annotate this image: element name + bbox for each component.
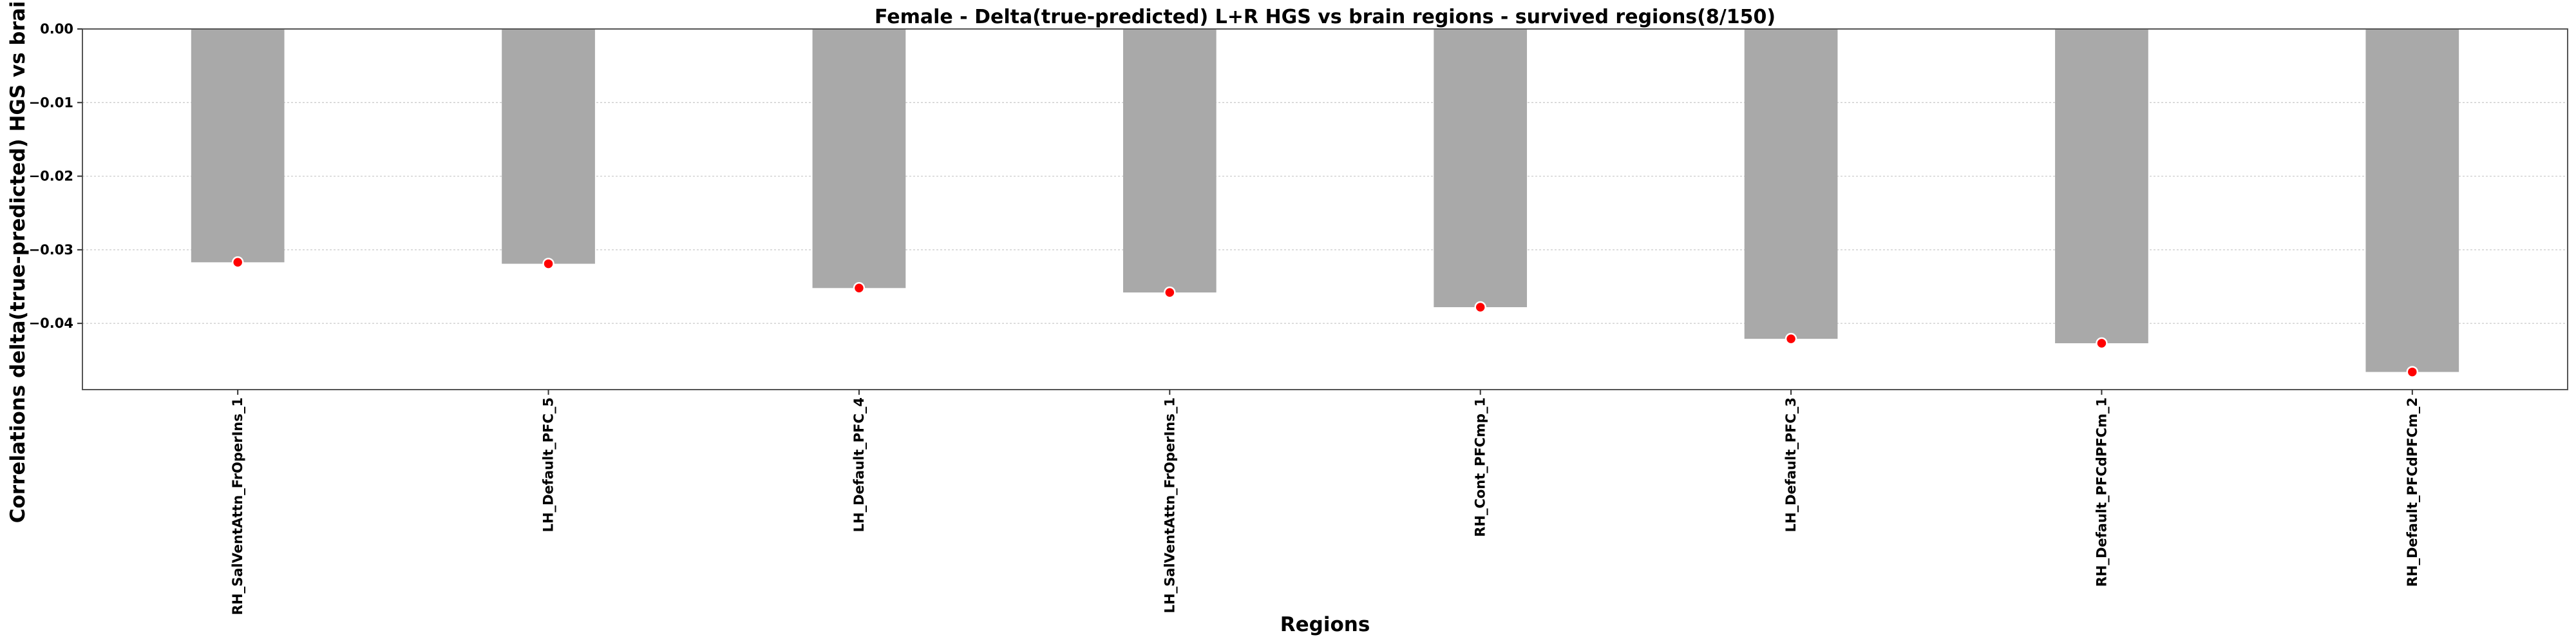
y-tick-label: −0.01 xyxy=(29,95,73,110)
value-marker xyxy=(853,282,866,294)
y-tick-label: −0.03 xyxy=(29,242,73,258)
x-tick-label: RH_Cont_PFCmp_1 xyxy=(1473,397,1488,537)
bars xyxy=(191,29,2459,372)
value-marker xyxy=(2406,366,2419,378)
value-marker xyxy=(231,256,244,269)
bar xyxy=(1744,29,1838,339)
value-marker xyxy=(1785,332,1797,345)
bar xyxy=(1122,29,1217,293)
bar xyxy=(502,29,595,264)
bar xyxy=(1434,29,1528,307)
x-axis-title: Regions xyxy=(1280,613,1370,636)
y-axis-ticks: 0.00 −0.01 −0.02 −0.03 −0.04 xyxy=(29,21,82,331)
y-tick-label: −0.04 xyxy=(29,316,73,331)
bar xyxy=(812,29,906,289)
x-tick-label: RH_Default_PFCdPFCm_1 xyxy=(2094,397,2109,587)
bar xyxy=(2365,29,2459,372)
y-axis-title: Correlations delta(true-predicted) HGS v… xyxy=(6,0,30,523)
x-tick-label: LH_Default_PFC_3 xyxy=(1783,397,1799,532)
x-tick-label: LH_Default_PFC_4 xyxy=(851,397,867,532)
value-marker xyxy=(1474,301,1486,314)
x-axis-ticks: RH_SalVentAttn_FrOperIns_1 LH_Default_PFC… xyxy=(230,390,2420,615)
bar xyxy=(2055,29,2148,343)
x-tick-label: LH_Default_PFC_5 xyxy=(541,397,556,532)
grid-lines xyxy=(82,28,2568,324)
x-tick-label: LH_SalVentAttn_FrOperIns_1 xyxy=(1162,397,1177,613)
bar xyxy=(191,29,285,263)
value-marker xyxy=(2096,337,2108,350)
value-marker xyxy=(542,258,554,270)
plot-frame xyxy=(82,28,2568,390)
y-tick-label: −0.02 xyxy=(29,169,73,184)
chart-title: Female - Delta(true-predicted) L+R HGS v… xyxy=(875,6,1776,28)
x-tick-label: RH_SalVentAttn_FrOperIns_1 xyxy=(230,397,245,615)
value-marker xyxy=(1164,286,1176,299)
y-tick-label: 0.00 xyxy=(40,21,73,37)
x-tick-label: RH_Default_PFCdPFCm_2 xyxy=(2405,397,2420,587)
value-markers xyxy=(231,256,2419,378)
